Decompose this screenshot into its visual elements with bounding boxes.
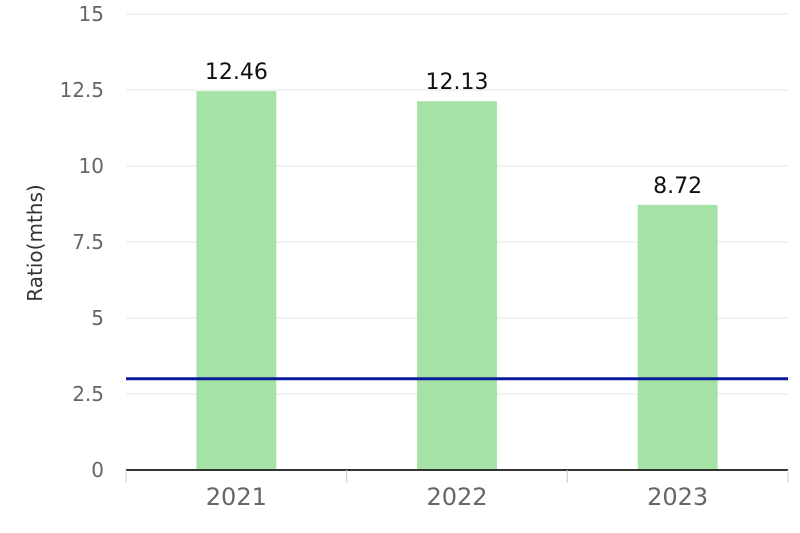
bar-2023 <box>637 204 718 471</box>
y-axis-title: Ratio(mths) <box>23 184 47 301</box>
data-labels: 12.46 12.13 8.72 <box>205 60 702 199</box>
data-label-2022: 12.13 <box>426 70 489 95</box>
bars <box>196 91 718 471</box>
bar-2022 <box>417 101 497 471</box>
y-tick-label: 5 <box>91 306 104 330</box>
y-tick-label: 15 <box>79 2 104 26</box>
data-label-2023: 8.72 <box>653 174 702 199</box>
x-tick-label: 2022 <box>426 483 487 511</box>
x-tick-label: 2021 <box>206 483 267 511</box>
bar-2021 <box>196 91 277 470</box>
y-tick-label: 7.5 <box>72 230 104 254</box>
y-tick-label: 0 <box>91 458 104 482</box>
data-label-2021: 12.46 <box>205 60 268 85</box>
x-axis: 2021 2022 2023 <box>125 469 789 511</box>
y-tick-label: 12.5 <box>59 78 104 102</box>
y-axis-ticks: 0 2.5 5 7.5 10 12.5 15 <box>59 2 104 482</box>
y-tick-label: 10 <box>79 154 104 178</box>
x-tick-label: 2023 <box>647 483 708 511</box>
y-tick-label: 2.5 <box>72 382 104 406</box>
